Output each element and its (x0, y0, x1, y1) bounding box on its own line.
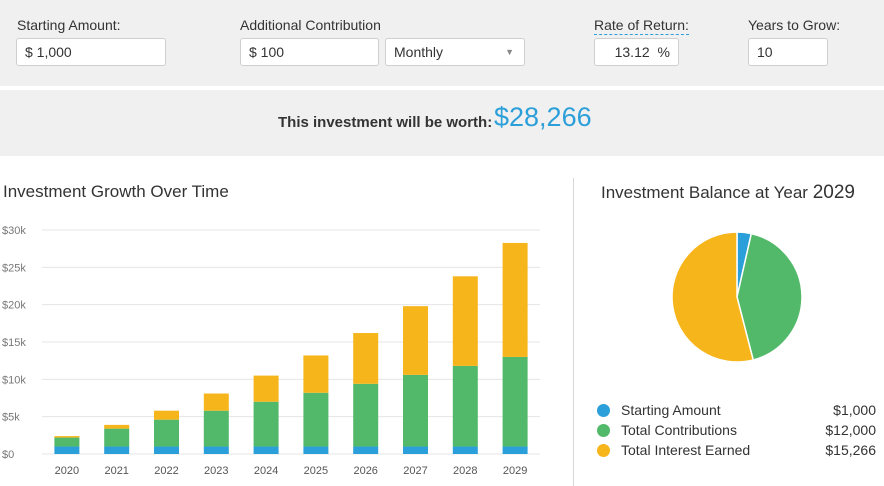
bar-segment[interactable] (303, 446, 329, 454)
additional-contribution-label: Additional Contribution (240, 17, 381, 33)
growth-chart-title: Investment Growth Over Time (3, 182, 229, 201)
bar-segment[interactable] (303, 392, 329, 447)
x-tick-label: 2028 (453, 465, 477, 477)
bar-segment[interactable] (403, 374, 428, 447)
growth-bar-chart: $0 $5k $10k $15k $20k $25k $30k 2020 2021 2022 20… (2, 225, 540, 477)
bar-segment[interactable] (54, 446, 80, 454)
bar-segment[interactable] (54, 437, 80, 447)
inputs-panel: Starting Amount: $ 1,000 Additional Cont… (0, 0, 884, 86)
x-tick-label: 2021 (104, 465, 128, 477)
legend-item-total-interest: Total Interest Earned $15,266 (597, 442, 876, 460)
bar-segment[interactable] (452, 276, 478, 366)
bar-segment[interactable] (502, 242, 528, 357)
result-label: This investment will be worth: (278, 114, 493, 131)
separator (0, 86, 884, 90)
legend-item-starting-amount: Starting Amount $1,000 (597, 402, 876, 420)
bar-segment[interactable] (253, 401, 279, 447)
rate-value: 13.12 (614, 44, 650, 60)
pie-slice[interactable] (671, 231, 755, 363)
bar-segment[interactable] (353, 446, 379, 454)
rate-of-return-label[interactable]: Rate of Return: (594, 17, 689, 35)
balance-pie-chart (671, 231, 803, 363)
bar-segment[interactable] (154, 419, 179, 447)
result-panel: This investment will be worth: $28,266 (0, 90, 884, 156)
bar-segment[interactable] (54, 436, 80, 438)
legend-value: $12,000 (825, 422, 876, 438)
bar-segment[interactable] (203, 410, 229, 447)
y-tick-label: $5k (2, 412, 20, 424)
x-tick-label: 2020 (55, 465, 79, 477)
starting-amount-input[interactable]: $ 1,000 (16, 38, 166, 66)
legend-label: Starting Amount (621, 402, 721, 418)
years-to-grow-label: Years to Grow: (748, 17, 841, 33)
years-to-grow-input[interactable]: 10 (748, 38, 828, 66)
balance-title-year: 2029 (812, 182, 855, 203)
contribution-frequency-select[interactable]: Monthly ▼ (385, 38, 525, 66)
bar-segment[interactable] (203, 393, 229, 411)
bar-segment[interactable] (203, 446, 229, 454)
bar-segment[interactable] (452, 446, 478, 454)
legend-dot-icon (597, 444, 610, 457)
bar-segment[interactable] (502, 356, 528, 447)
y-tick-label: $20k (2, 300, 26, 312)
vertical-divider (573, 178, 574, 486)
starting-amount-label: Starting Amount: (17, 17, 121, 33)
x-tick-label: 2029 (503, 465, 527, 477)
bar-segment[interactable] (502, 446, 528, 454)
bar-segment[interactable] (154, 446, 179, 454)
result-value: $28,266 (494, 102, 592, 132)
y-tick-label: $10k (2, 374, 26, 386)
chevron-down-icon: ▼ (505, 47, 514, 57)
legend-dot-icon (597, 424, 610, 437)
bar-segment[interactable] (104, 424, 130, 429)
bar-segment[interactable] (104, 428, 130, 447)
x-tick-label: 2025 (304, 465, 328, 477)
legend-label: Total Interest Earned (621, 442, 751, 458)
rate-of-return-input[interactable]: 13.12 % (594, 38, 679, 66)
legend-value: $1,000 (833, 402, 876, 418)
bar-segment[interactable] (253, 375, 279, 402)
bar-segment[interactable] (353, 333, 379, 384)
y-tick-label: $30k (2, 225, 26, 237)
bar-segment[interactable] (303, 355, 329, 393)
legend-label: Total Contributions (621, 422, 737, 438)
bar-segment[interactable] (353, 383, 379, 447)
rate-unit: % (657, 44, 670, 60)
balance-title-prefix: Investment Balance at Year (601, 183, 808, 202)
x-tick-label: 2027 (403, 465, 427, 477)
y-tick-label: $15k (2, 337, 26, 349)
bar-segment[interactable] (104, 446, 130, 454)
balance-title: Investment Balance at Year 2029 (601, 182, 855, 204)
pie-slice[interactable] (736, 232, 803, 361)
y-tick-label: $0 (2, 449, 14, 461)
x-tick-label: 2024 (254, 465, 278, 477)
legend-item-total-contributions: Total Contributions $12,000 (597, 422, 876, 440)
x-tick-label: 2026 (353, 465, 377, 477)
x-tick-label: 2023 (204, 465, 228, 477)
frequency-selected-value: Monthly (394, 44, 444, 60)
legend-dot-icon (597, 404, 610, 417)
bar-segment[interactable] (403, 446, 428, 454)
x-tick-label: 2022 (154, 465, 178, 477)
legend-value: $15,266 (825, 442, 876, 458)
bar-segment[interactable] (154, 410, 179, 420)
y-tick-label: $25k (2, 262, 26, 274)
bar-segment[interactable] (403, 306, 428, 375)
additional-contribution-input[interactable]: $ 100 (240, 38, 379, 66)
bar-segment[interactable] (452, 365, 478, 447)
bar-segment[interactable] (253, 446, 279, 454)
